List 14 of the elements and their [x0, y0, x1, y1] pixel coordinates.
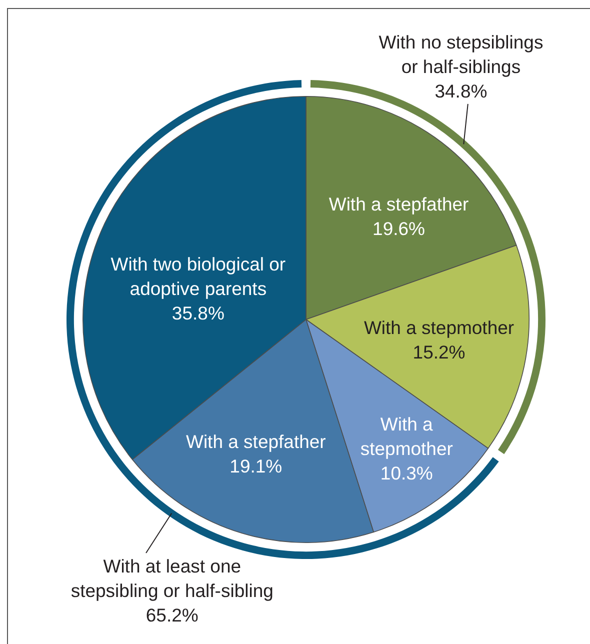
data-label: 19.1% [230, 456, 282, 477]
slice-label: With a stepmother [364, 316, 514, 338]
data-label: 10.3% [380, 462, 433, 484]
data-label: 19.6% [372, 218, 426, 240]
data-label: 15.2% [412, 341, 466, 362]
data-label: 65.2% [146, 604, 198, 626]
slice-label: With at least one stepsibling or half-sibling [70, 556, 274, 602]
slice-label: With a stepfather [328, 194, 469, 215]
data-label: 35.8% [172, 302, 224, 324]
slice-label: With two biological or adoptive parents [110, 254, 286, 300]
slice-label: With a stepfather [186, 431, 326, 452]
data-label: 34.8% [434, 80, 488, 102]
slice-label: With a stepmother [360, 413, 453, 459]
slice-label: With no stepsiblings or half-siblings [378, 32, 544, 78]
